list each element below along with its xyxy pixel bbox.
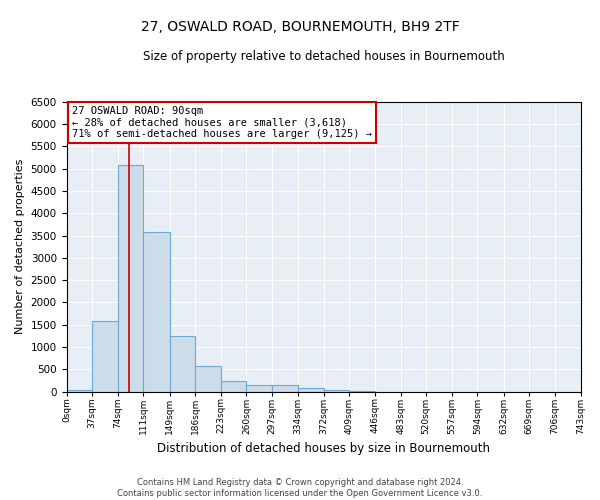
Bar — [195, 366, 221, 392]
Bar — [272, 385, 298, 392]
Bar — [143, 232, 170, 392]
Bar — [349, 391, 375, 392]
Bar — [247, 385, 272, 392]
Bar — [118, 165, 143, 392]
X-axis label: Distribution of detached houses by size in Bournemouth: Distribution of detached houses by size … — [157, 442, 490, 455]
Bar — [324, 390, 349, 392]
Bar — [67, 390, 92, 392]
Text: Contains HM Land Registry data © Crown copyright and database right 2024.
Contai: Contains HM Land Registry data © Crown c… — [118, 478, 482, 498]
Text: 27 OSWALD ROAD: 90sqm
← 28% of detached houses are smaller (3,618)
71% of semi-d: 27 OSWALD ROAD: 90sqm ← 28% of detached … — [71, 106, 371, 139]
Title: Size of property relative to detached houses in Bournemouth: Size of property relative to detached ho… — [143, 50, 505, 63]
Bar — [221, 380, 247, 392]
Bar — [170, 336, 195, 392]
Y-axis label: Number of detached properties: Number of detached properties — [15, 159, 25, 334]
Bar — [298, 388, 324, 392]
Text: 27, OSWALD ROAD, BOURNEMOUTH, BH9 2TF: 27, OSWALD ROAD, BOURNEMOUTH, BH9 2TF — [140, 20, 460, 34]
Bar — [92, 321, 118, 392]
